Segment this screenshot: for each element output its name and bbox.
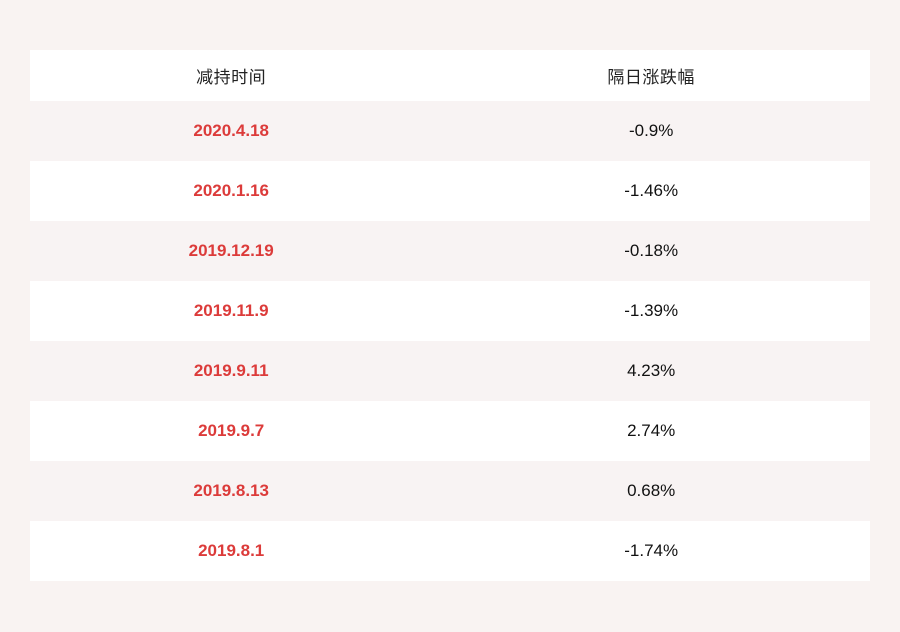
cell-next-day-change: 0.68% xyxy=(627,481,676,500)
table-row: 2019.9.7 2.74% xyxy=(30,401,870,461)
cell-next-day-change: -1.46% xyxy=(624,181,679,200)
cell-reduction-date: 2019.11.9 xyxy=(193,301,269,320)
table-row: 2020.1.16 -1.46% xyxy=(30,161,870,221)
table-row: 2019.8.1 -1.74% xyxy=(30,521,870,581)
cell-next-day-change: -1.74% xyxy=(624,541,679,560)
cell-reduction-date: 2020.4.18 xyxy=(193,121,269,140)
cell-next-day-change: 4.23% xyxy=(627,361,676,380)
cell-reduction-date: 2019.9.11 xyxy=(193,361,269,380)
table-row: 2019.11.9 -1.39% xyxy=(30,281,870,341)
column-header-reduction-date: 减持时间 xyxy=(196,68,267,87)
cell-reduction-date: 2019.12.19 xyxy=(188,241,274,260)
cell-reduction-date: 2019.8.1 xyxy=(198,541,265,560)
cell-reduction-date: 2019.9.7 xyxy=(198,421,265,440)
cell-reduction-date: 2020.1.16 xyxy=(193,181,269,200)
reduction-history-table: 减持时间 隔日涨跌幅 2020.4.18 -0.9% 2020.1.16 -1.46%… xyxy=(30,50,870,581)
table-row: 2020.4.18 -0.9% xyxy=(30,101,870,161)
column-header-next-day-change: 隔日涨跌幅 xyxy=(607,68,695,87)
table-row: 2019.8.13 0.68% xyxy=(30,461,870,521)
table-body: 2020.4.18 -0.9% 2020.1.16 -1.46% 2019.12.19 -… xyxy=(30,101,870,581)
table-header-row: 减持时间 隔日涨跌幅 xyxy=(30,50,870,101)
cell-next-day-change: -0.9% xyxy=(628,121,674,140)
table-row: 2019.12.19 -0.18% xyxy=(30,221,870,281)
table-row: 2019.9.11 4.23% xyxy=(30,341,870,401)
cell-next-day-change: 2.74% xyxy=(627,421,676,440)
cell-next-day-change: -1.39% xyxy=(624,301,679,320)
cell-reduction-date: 2019.8.13 xyxy=(193,481,269,500)
cell-next-day-change: -0.18% xyxy=(624,241,679,260)
